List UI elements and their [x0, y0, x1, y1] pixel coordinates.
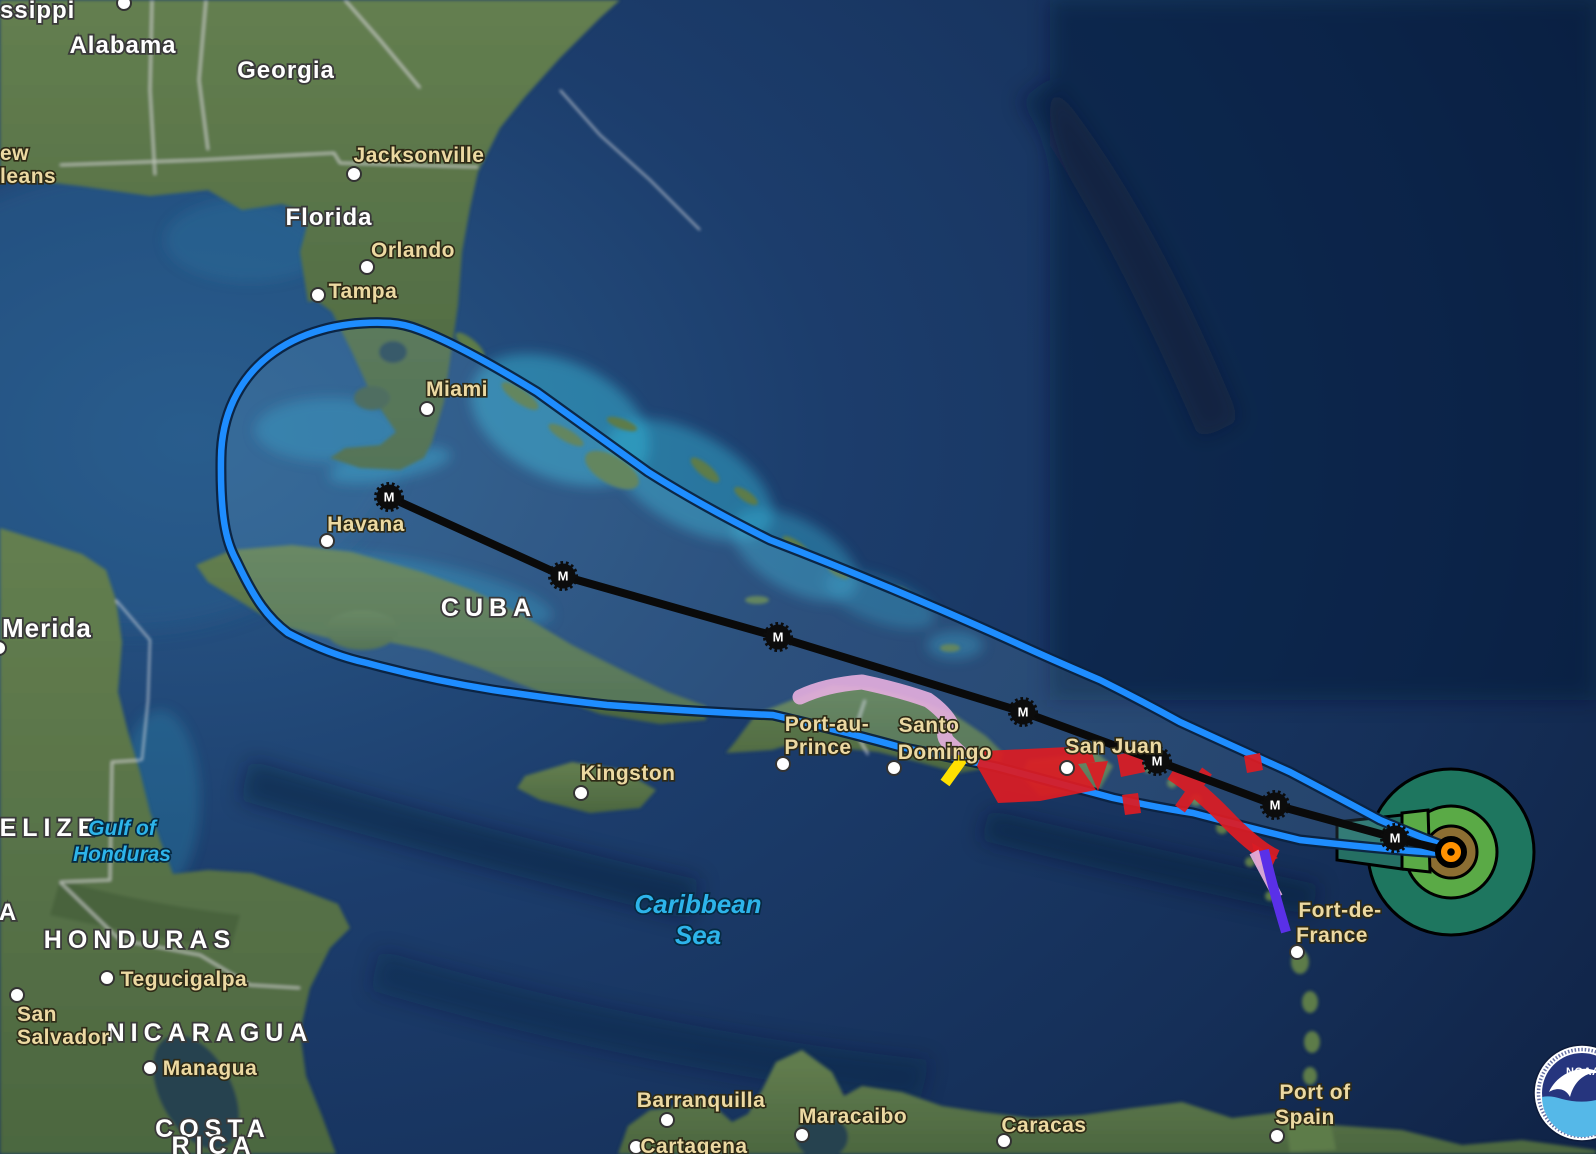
place-labels: ssippi Alabama Georgia Florida CUBA BELI… [0, 0, 1383, 1154]
region-label-nicaragua: NICARAGUA [107, 1019, 314, 1047]
city-label-tampa: Tampa [329, 280, 398, 303]
city-dot-merida [0, 640, 7, 656]
forecast-point-marker: M [374, 482, 404, 512]
city-label-new-orleans-2: leans [0, 165, 56, 188]
forecast-point-label: M [773, 630, 784, 645]
forecast-point-label: M [1152, 754, 1163, 769]
city-dot-kingston [573, 785, 589, 801]
forecast-point-label: M [558, 569, 569, 584]
forecast-track: M M M M M M M [374, 482, 1467, 868]
tropical-storm-watch-segment [940, 754, 968, 787]
city-label-fort-de-france-1: Fort-de- [1298, 899, 1381, 922]
region-label-honduras: HONDURAS [44, 926, 236, 954]
region-label-florida: Florida [285, 204, 372, 231]
ocean-texture [0, 0, 1596, 1100]
hurricane-watch-hispaniola [792, 674, 968, 761]
noaa-logo-text: NOAA [1566, 1066, 1596, 1078]
region-label-belize: BELIZE [0, 814, 100, 842]
city-label-caracas: Caracas [1001, 1114, 1086, 1137]
forecast-point-marker: M [1260, 790, 1290, 820]
region-label-mississippi-partial: ssippi [0, 0, 75, 24]
city-dots [0, 0, 1305, 1154]
city-dot-miami [419, 401, 435, 417]
water-label-sea: Sea [675, 920, 721, 950]
city-label-jacksonville: Jacksonville [354, 144, 485, 167]
city-dot-port-of-spain [1269, 1128, 1285, 1144]
city-dot-havana [319, 533, 335, 549]
water-label-caribbean: Caribbean [634, 889, 761, 919]
land-central-america [0, 528, 350, 1154]
forecast-cone [215, 317, 1458, 859]
water-label-gulf-of: Gulf of [88, 817, 158, 840]
land-us-southeast [0, 0, 620, 470]
city-dot-maracaibo [794, 1127, 810, 1143]
city-label-tegucigalpa: Tegucigalpa [121, 968, 247, 991]
city-label-merida: Merida [2, 613, 92, 643]
city-dot-caracas [996, 1133, 1012, 1149]
forecast-point-marker: M [1142, 746, 1172, 776]
city-label-port-au-prince-2: Prince [784, 736, 851, 759]
city-label-orlando: Orlando [371, 239, 455, 262]
region-label-georgia: Georgia [237, 57, 335, 84]
track-line [387, 493, 1449, 855]
region-label-alabama: Alabama [69, 32, 176, 59]
forecast-point-marker: M [763, 622, 793, 652]
city-dot-tampa [310, 287, 326, 303]
city-label-miami: Miami [426, 378, 488, 401]
city-label-managua: Managua [163, 1057, 258, 1080]
tropical-storm-warning-segment [1259, 848, 1291, 934]
current-position-marker [1435, 836, 1467, 868]
forecast-point-markers: M M M M M M M [374, 482, 1410, 853]
region-label-rica: RICA [171, 1132, 256, 1154]
forecast-point-label: M [1270, 798, 1281, 813]
city-dot-san-salvador [9, 987, 25, 1003]
noaa-logo: NOAA [1533, 1044, 1596, 1142]
city-dot-orlando [359, 259, 375, 275]
city-label-havana: Havana [327, 513, 405, 536]
land-south-america [618, 1050, 1596, 1154]
city-label-cartagena: Cartagena [640, 1135, 747, 1154]
region-label-costa: COSTA [155, 1115, 271, 1143]
city-label-maracaibo: Maracaibo [799, 1105, 907, 1128]
noaa-logo-gull [1549, 1068, 1596, 1097]
city-label-san-salvador-2: Salvador [17, 1026, 110, 1049]
land-cuba [196, 545, 706, 724]
city-label-port-of-spain-1: Port of [1279, 1081, 1351, 1104]
city-dot-managua [142, 1060, 158, 1076]
city-label-san-salvador-1: San [17, 1003, 57, 1026]
city-dot-tampa-top [116, 0, 132, 11]
forecast-point-label: M [1390, 831, 1401, 846]
city-label-santo-domingo-2: Domingo [898, 741, 992, 764]
region-label-guatemala-partial: A [0, 899, 17, 926]
city-label-port-au-prince-1: Port-au- [785, 713, 870, 736]
city-label-fort-de-france-2: France [1296, 924, 1368, 947]
city-label-new-orleans-1: ew [0, 142, 29, 165]
forecast-point-label: M [384, 490, 395, 505]
region-label-cuba: CUBA [441, 594, 537, 622]
city-dot-barranquilla [659, 1112, 675, 1128]
city-label-santo-domingo-1: Santo [899, 714, 960, 737]
city-dot-jacksonville [346, 166, 362, 182]
city-label-port-of-spain-2: Spain [1275, 1106, 1335, 1129]
noaa-logo-ocean [1542, 1096, 1596, 1137]
city-label-kingston: Kingston [581, 762, 676, 785]
forecast-point-label: M [1018, 705, 1029, 720]
city-dot-santo-domingo [886, 760, 902, 776]
forecast-point-marker: M [1008, 697, 1038, 727]
city-label-barranquilla: Barranquilla [637, 1089, 766, 1112]
forecast-point-marker: M [1380, 823, 1410, 853]
city-dot-fort-de-france [1289, 944, 1305, 960]
city-dot-san-juan [1059, 760, 1075, 776]
city-label-san-juan: San Juan [1065, 735, 1162, 758]
cone-outline [217, 319, 1456, 857]
state-borders [59, 0, 869, 989]
forecast-point-marker: M [548, 561, 578, 591]
water-label-honduras: Honduras [73, 843, 171, 866]
city-dot-cartagena [628, 1139, 644, 1154]
city-dot-tegucigalpa [99, 970, 115, 986]
city-dot-port-au-prince [775, 756, 791, 772]
